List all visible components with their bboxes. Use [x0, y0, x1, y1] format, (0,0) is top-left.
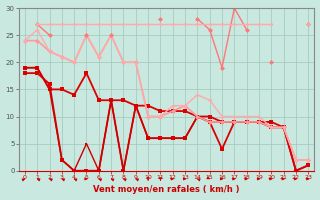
X-axis label: Vent moyen/en rafales ( km/h ): Vent moyen/en rafales ( km/h )	[93, 185, 240, 194]
